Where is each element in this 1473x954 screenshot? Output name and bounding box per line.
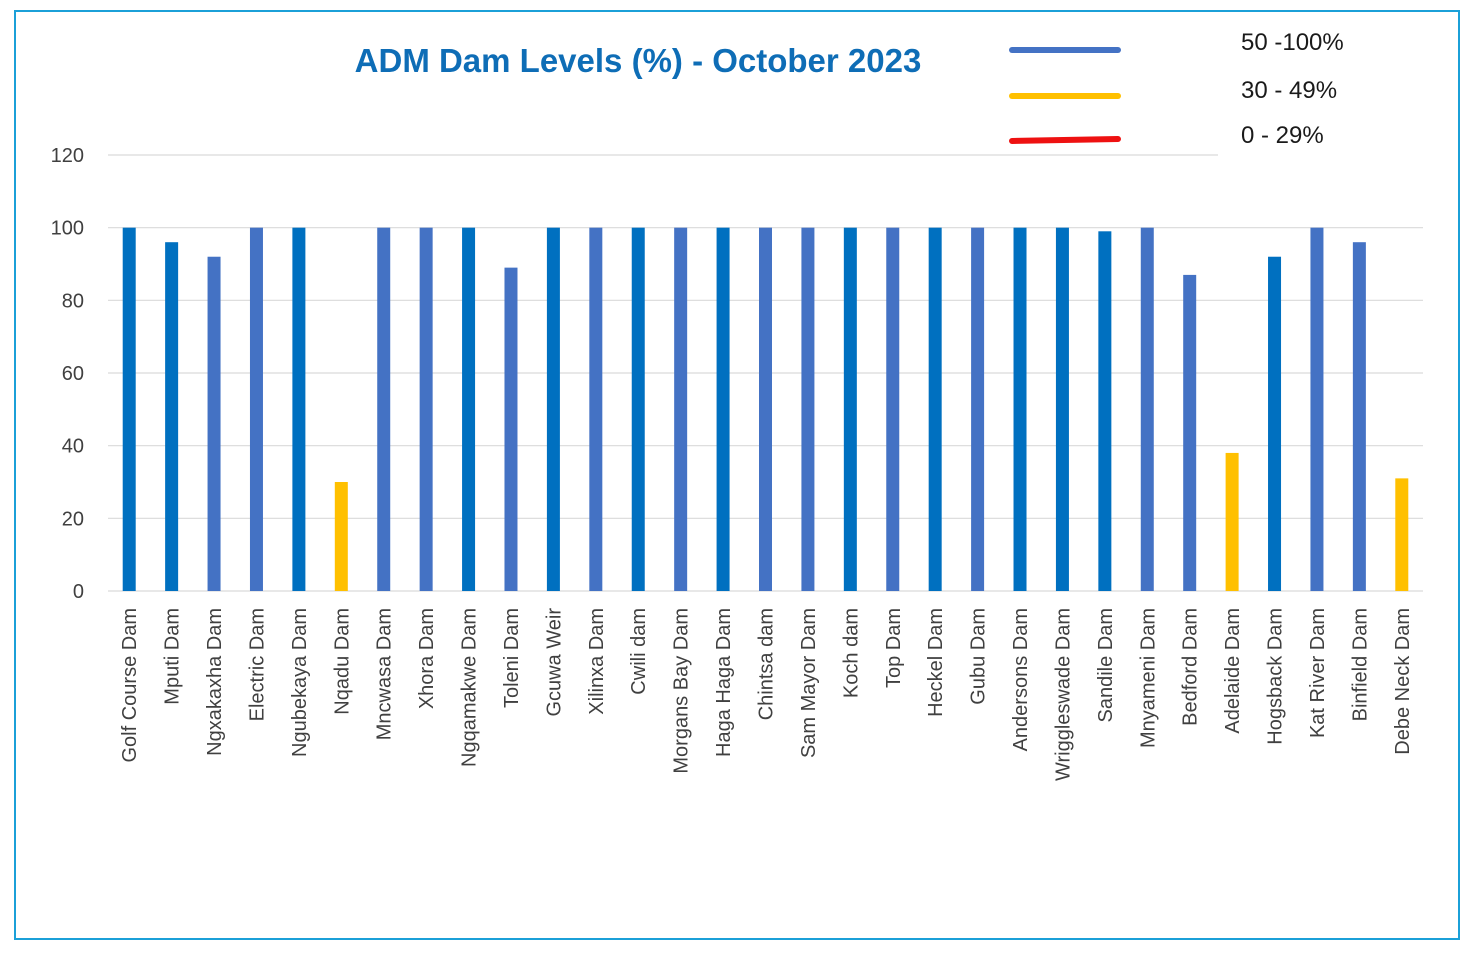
x-tick-label: Gcuwa Weir: [543, 608, 565, 717]
bar: [1352, 242, 1366, 591]
bar: [928, 227, 942, 591]
x-tick-label: Binfield Dam: [1349, 608, 1371, 721]
legend-label: 0 - 29%: [1241, 122, 1324, 149]
bar: [1055, 227, 1069, 591]
bar: [377, 227, 391, 591]
x-tick-label: Chintsa dam: [756, 608, 778, 720]
bar: [971, 227, 985, 591]
bar: [462, 227, 476, 591]
bar: [207, 256, 221, 591]
bar: [1140, 227, 1154, 591]
x-tick-label: Cwili dam: [628, 608, 650, 695]
x-tick-label: Bedford Dam: [1180, 608, 1202, 726]
x-tick-label: Ngqamakwe Dam: [459, 608, 481, 767]
bar: [292, 227, 306, 591]
bar: [674, 227, 688, 591]
x-tick-label: Hogsback Dam: [1265, 608, 1287, 745]
bar: [122, 227, 136, 591]
chart-title: ADM Dam Levels (%) - October 2023: [355, 42, 922, 79]
bar: [334, 482, 348, 591]
bar: [1268, 256, 1282, 591]
bar: [249, 227, 263, 591]
x-tick-label: Morgans Bay Dam: [671, 608, 693, 774]
x-tick-label: Xhora Dam: [416, 608, 438, 709]
legend: 50 -100% 30 - 49% 0 - 29%: [1009, 29, 1344, 149]
bar: [504, 267, 518, 591]
x-tick-label: Electric Dam: [246, 608, 268, 721]
y-tick-label: 80: [62, 290, 84, 312]
y-tick-label: 20: [62, 508, 84, 530]
x-tick-label: Wriggleswade Dam: [1052, 608, 1074, 781]
category-labels: Golf Course Dam Mputi Dam Ngxakaxha Dam Ele…: [119, 608, 1414, 781]
legend-label: 30 - 49%: [1241, 77, 1337, 104]
bar: [886, 227, 900, 591]
bar: [1395, 478, 1409, 591]
x-tick-label: Ngubekaya Dam: [289, 608, 311, 757]
y-tick-label: 60: [62, 363, 84, 385]
x-tick-label: Toleni Dam: [501, 608, 523, 708]
y-tick-label: 0: [73, 581, 84, 603]
x-tick-label: Xilinxa Dam: [586, 608, 608, 715]
y-tick-label: 120: [51, 145, 84, 167]
x-tick-label: Top Dam: [883, 608, 905, 688]
bar: [1225, 452, 1239, 591]
x-tick-label: Andersons Dam: [1010, 608, 1032, 751]
x-tick-label: Sam Mayor Dam: [798, 608, 820, 758]
grid-layer: 0 20 40 60 80 100 120: [51, 145, 1423, 603]
x-tick-label: Nqadu Dam: [331, 608, 353, 715]
bar: [759, 227, 772, 591]
y-tick-label: 40: [62, 436, 84, 458]
x-tick-label: Gubu Dam: [968, 608, 990, 705]
x-tick-label: Heckel Dam: [925, 608, 947, 717]
bar: [631, 227, 645, 591]
x-tick-label: Mncwasa Dam: [374, 608, 396, 740]
bar: [1310, 227, 1324, 591]
x-tick-label: Golf Course Dam: [119, 608, 141, 763]
bar: [589, 227, 603, 591]
legend-label: 50 -100%: [1241, 29, 1344, 56]
x-tick-label: Ngxakaxha Dam: [204, 608, 226, 756]
bar: [1013, 227, 1027, 591]
bar: [801, 227, 815, 591]
bar: [165, 242, 179, 591]
x-tick-label: Kat River Dam: [1307, 608, 1329, 738]
bar: [1098, 231, 1112, 592]
x-tick-label: Sandile Dam: [1095, 608, 1117, 723]
bar: [1183, 274, 1197, 591]
bar: [716, 227, 730, 591]
legend-swatch: [1009, 136, 1121, 144]
x-tick-label: Koch dam: [840, 608, 862, 698]
x-tick-label: Debe Neck Dam: [1392, 608, 1414, 755]
bar: [843, 227, 857, 591]
x-tick-label: Adelaide Dam: [1222, 608, 1244, 734]
bar: [419, 227, 433, 591]
x-tick-label: Mnyameni Dam: [1137, 608, 1159, 748]
bars-layer: [122, 227, 1409, 592]
x-tick-label: Mputi Dam: [162, 608, 184, 705]
bar: [546, 227, 560, 591]
y-tick-label: 100: [51, 218, 84, 240]
x-tick-label: Haga Haga Dam: [713, 608, 735, 757]
